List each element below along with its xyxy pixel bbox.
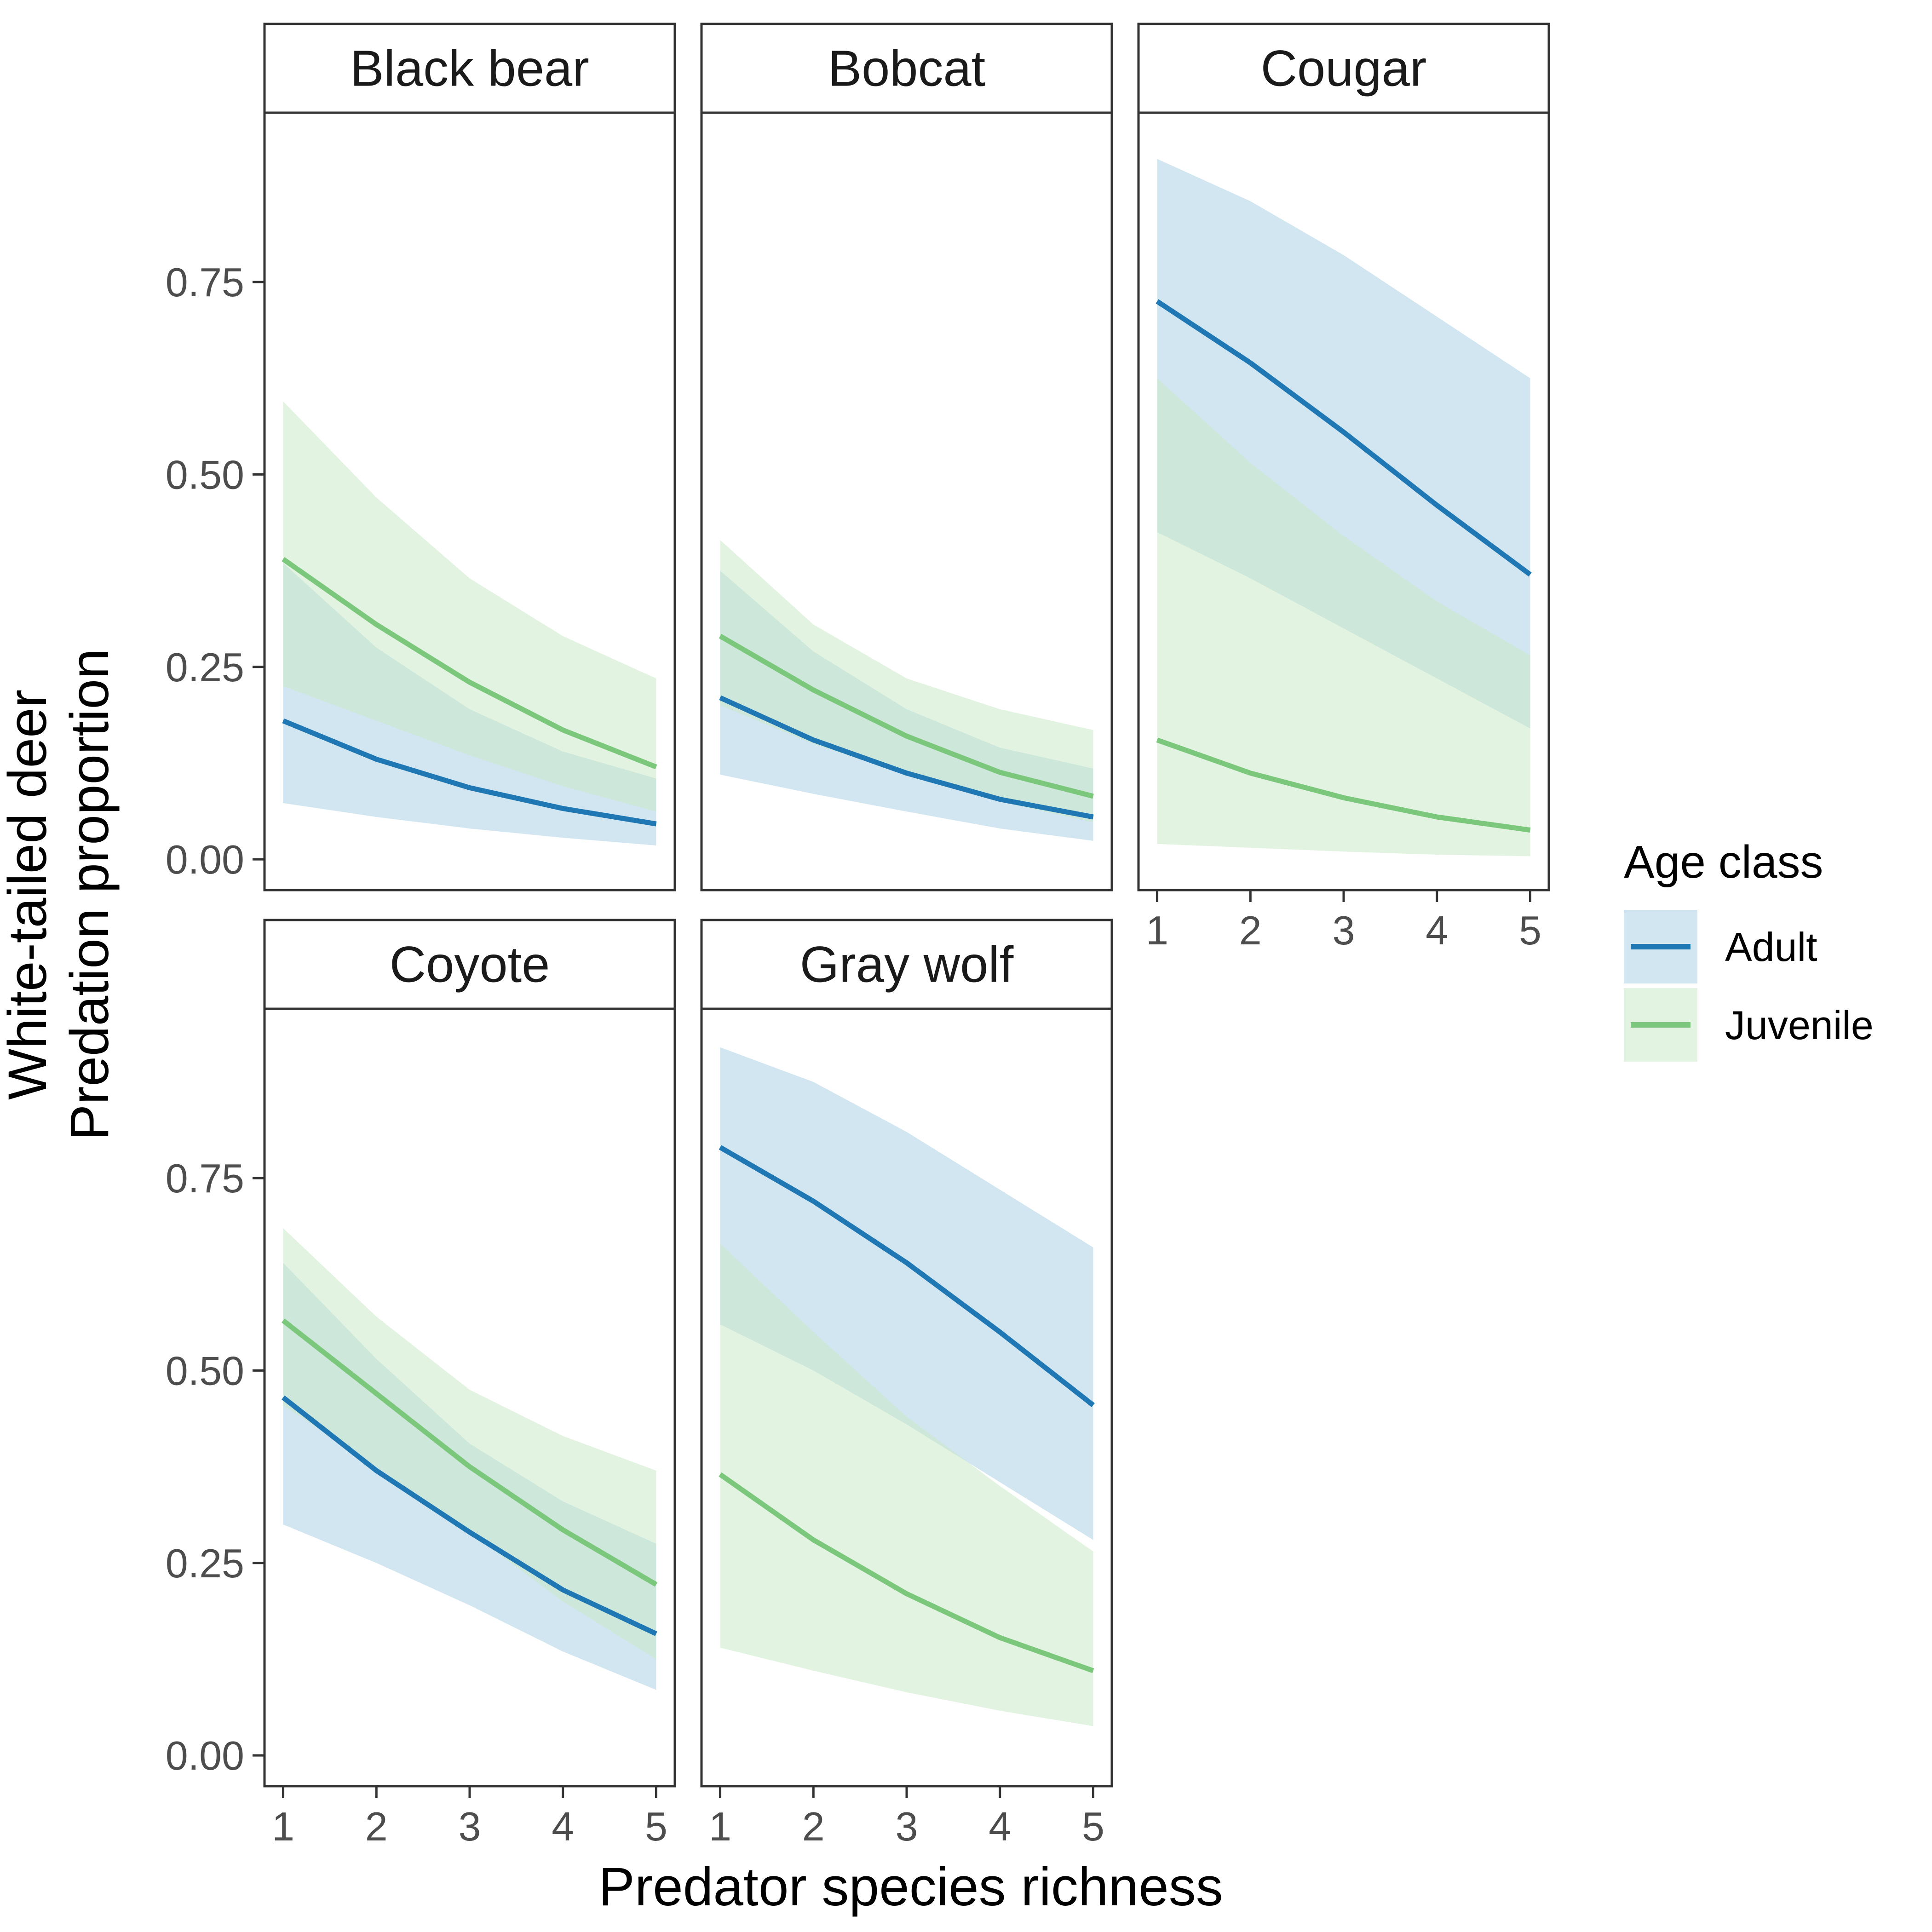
- panel-bobcat: Bobcat: [700, 23, 1113, 891]
- x-tick-label-coyote: 4: [552, 1804, 574, 1849]
- x-tick-label-coyote: 5: [645, 1804, 667, 1849]
- x-tick-label-coyote: 2: [365, 1804, 388, 1849]
- x-tick-label-cougar: 2: [1239, 908, 1262, 953]
- panel-gray-wolf: Gray wolf 1 2 3 4 5: [700, 919, 1113, 1849]
- ci-band-juvenile-coyote: [283, 1228, 656, 1659]
- series-line-adult-gray-wolf: [719, 1145, 1095, 1408]
- series-line-adult-coyote: [282, 1395, 657, 1636]
- panels: Black bear 0.00 0.25 0.50 0.75 Bobcat Cougar 1 2…: [166, 23, 1550, 1849]
- x-tick-label-cougar: 5: [1519, 908, 1541, 953]
- x-tick-label-coyote: 1: [272, 1804, 294, 1849]
- x-tick-label-gray-wolf: 4: [989, 1804, 1011, 1849]
- ci-band-juvenile-black-bear: [283, 401, 656, 812]
- x-tick-label-coyote: 3: [459, 1804, 481, 1849]
- x-tick-label-gray-wolf: 1: [709, 1804, 731, 1849]
- strip-black-bear: [263, 23, 676, 114]
- y-tick-label-black-bear: 0.00: [166, 837, 244, 882]
- legend-label-juvenile: Juvenile: [1725, 1002, 1874, 1048]
- x-tick-label-gray-wolf: 3: [896, 1804, 918, 1849]
- panel-black-bear: Black bear 0.00 0.25 0.50 0.75: [166, 23, 676, 891]
- y-axis-title-line-1: White-tailed deer: [0, 690, 58, 1100]
- ci-band-adult-gray-wolf: [720, 1047, 1093, 1540]
- series-line-adult-bobcat: [719, 695, 1094, 820]
- y-tick-label-coyote: 0.25: [166, 1541, 244, 1586]
- y-tick-label-coyote: 0.75: [166, 1156, 244, 1201]
- ci-band-juvenile-bobcat: [720, 540, 1093, 822]
- x-tick-label-cougar: 3: [1333, 908, 1355, 953]
- panel-cougar: Cougar 1 2 3 4 5: [1137, 23, 1550, 953]
- panel-border-black-bear: [263, 111, 676, 891]
- series-line-juvenile-cougar: [1156, 737, 1531, 833]
- strip-bobcat: [700, 23, 1113, 114]
- y-tick-label-coyote: 0.00: [166, 1733, 244, 1778]
- strip-label-gray-wolf: Gray wolf: [800, 937, 1014, 993]
- strip-label-coyote: Coyote: [390, 937, 550, 993]
- y-tick-label-black-bear: 0.50: [166, 452, 244, 497]
- x-tick-label-gray-wolf: 2: [802, 1804, 825, 1849]
- x-tick-label-cougar: 1: [1146, 908, 1168, 953]
- x-axis-title: Predator species richness: [598, 1857, 1223, 1917]
- strip-label-black-bear: Black bear: [350, 40, 589, 97]
- strip-cougar: [1137, 23, 1550, 114]
- strip-label-bobcat: Bobcat: [828, 40, 985, 97]
- series-line-juvenile-black-bear: [282, 557, 657, 770]
- series-line-adult-cougar: [1156, 299, 1532, 577]
- series-line-juvenile-gray-wolf: [719, 1472, 1094, 1673]
- y-tick-label-black-bear: 0.75: [166, 259, 244, 305]
- y-tick-label-black-bear: 0.25: [166, 644, 244, 690]
- strip-gray-wolf: [700, 919, 1113, 1010]
- legend-title: Age class: [1624, 836, 1823, 888]
- ci-band-juvenile-cougar: [1157, 378, 1530, 857]
- y-axis-title-line-2: Predation proportion: [59, 649, 120, 1140]
- ci-band-juvenile-gray-wolf: [720, 1243, 1093, 1726]
- x-tick-label-gray-wolf: 5: [1082, 1804, 1104, 1849]
- strip-label-cougar: Cougar: [1261, 40, 1427, 97]
- strip-coyote: [263, 919, 676, 1010]
- x-tick-label-cougar: 4: [1426, 908, 1448, 953]
- series-line-juvenile-bobcat: [719, 634, 1094, 799]
- panel-border-bobcat: [700, 111, 1113, 891]
- panel-coyote: Coyote 0.00 0.25 0.50 0.75 1 2 3 4 5: [166, 919, 676, 1849]
- series-line-juvenile-coyote: [282, 1318, 658, 1587]
- series-line-adult-black-bear: [282, 718, 657, 827]
- y-tick-label-coyote: 0.50: [166, 1348, 244, 1393]
- legend: Age class Adult Juvenile: [1624, 836, 1874, 1062]
- legend-label-adult: Adult: [1725, 924, 1817, 970]
- ci-band-adult-cougar: [1157, 159, 1530, 729]
